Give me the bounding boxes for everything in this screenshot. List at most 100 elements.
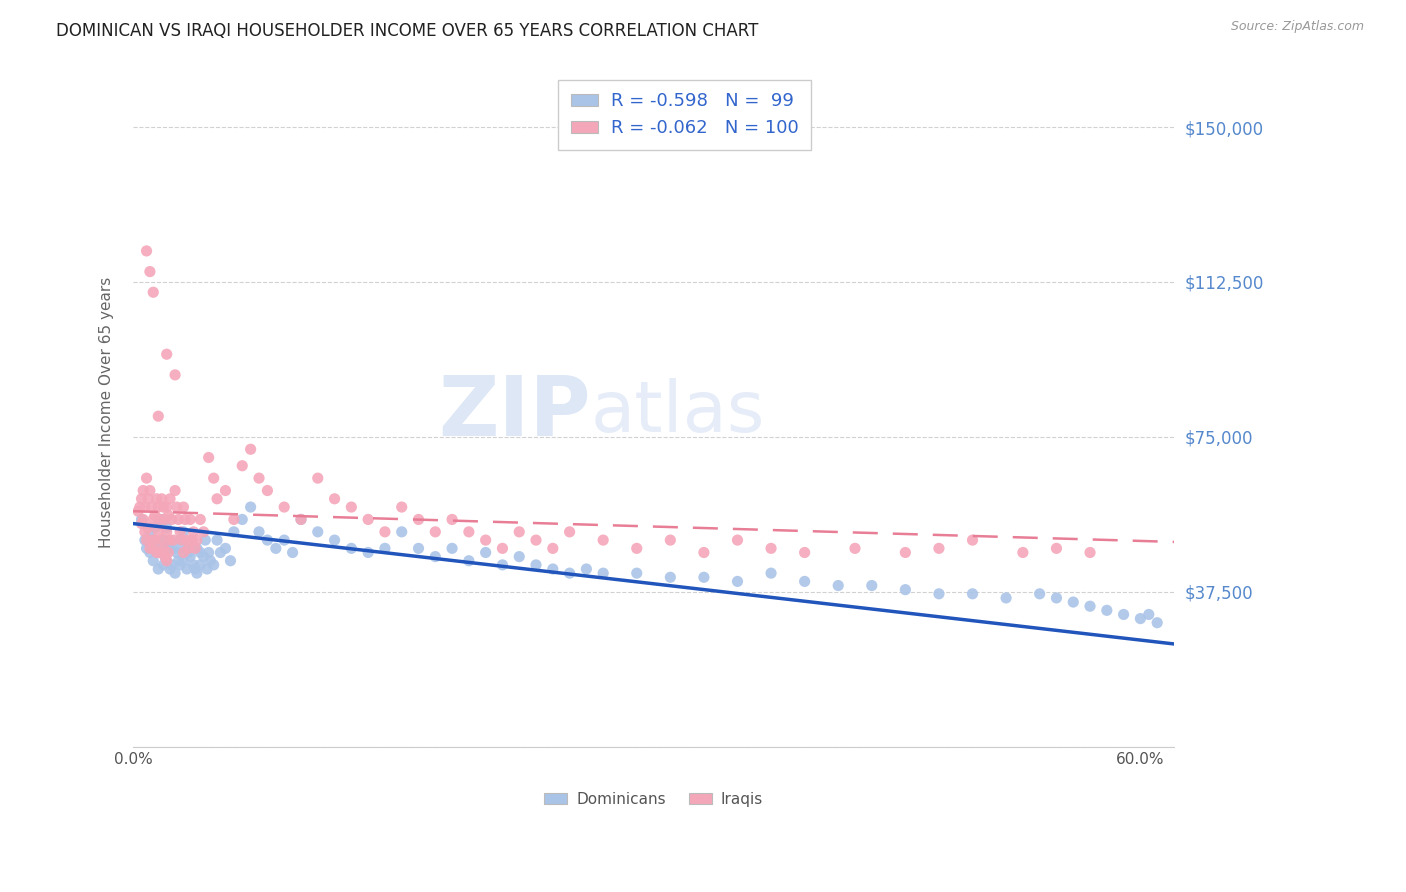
Point <box>1095 603 1118 617</box>
Point <box>239 500 262 514</box>
Point <box>143 521 166 535</box>
Point <box>174 541 197 556</box>
Point <box>1012 545 1035 559</box>
Point <box>273 500 295 514</box>
Point <box>179 512 201 526</box>
Point <box>256 483 278 498</box>
Point <box>222 512 245 526</box>
Point <box>188 512 211 526</box>
Point <box>247 524 270 539</box>
Point <box>626 541 648 556</box>
Point <box>156 347 179 361</box>
Point <box>659 570 682 584</box>
Point <box>157 537 180 551</box>
Point <box>139 545 162 559</box>
Point <box>135 471 157 485</box>
Point <box>136 521 159 535</box>
Point <box>962 533 984 547</box>
Point <box>195 562 218 576</box>
Point <box>793 574 815 589</box>
Point <box>995 591 1018 605</box>
Point <box>524 533 547 547</box>
Point <box>264 541 287 556</box>
Point <box>307 524 329 539</box>
Point <box>165 368 187 382</box>
Point <box>159 541 181 556</box>
Point <box>131 491 153 506</box>
Point <box>491 558 513 572</box>
Point <box>188 545 211 559</box>
Point <box>128 500 150 514</box>
Point <box>156 500 179 514</box>
Point <box>142 533 165 547</box>
Point <box>184 541 207 556</box>
Point <box>323 533 346 547</box>
Point <box>180 533 202 547</box>
Point <box>135 533 157 547</box>
Point <box>541 541 564 556</box>
Point <box>457 554 479 568</box>
Point <box>150 533 173 547</box>
Point <box>541 562 564 576</box>
Point <box>962 587 984 601</box>
Point <box>1146 615 1168 630</box>
Point <box>142 285 165 300</box>
Point <box>145 545 167 559</box>
Point <box>141 500 163 514</box>
Point <box>142 554 165 568</box>
Point <box>149 512 172 526</box>
Point <box>1045 541 1067 556</box>
Point <box>148 541 170 556</box>
Point <box>180 533 202 547</box>
Point <box>167 554 190 568</box>
Point <box>153 512 176 526</box>
Point <box>1045 591 1067 605</box>
Point <box>391 524 413 539</box>
Point <box>197 450 219 465</box>
Point <box>127 504 149 518</box>
Point <box>166 500 188 514</box>
Point <box>425 549 447 564</box>
Point <box>193 549 215 564</box>
Point <box>165 566 187 581</box>
Point <box>558 566 581 581</box>
Point <box>323 491 346 506</box>
Text: ZIP: ZIP <box>439 372 591 452</box>
Point <box>148 500 170 514</box>
Point <box>200 554 222 568</box>
Point <box>1129 611 1152 625</box>
Point <box>491 541 513 556</box>
Text: atlas: atlas <box>591 377 765 447</box>
Point <box>202 471 225 485</box>
Point <box>457 524 479 539</box>
Point <box>1137 607 1160 622</box>
Point <box>193 524 215 539</box>
Point <box>273 533 295 547</box>
Point <box>150 512 173 526</box>
Point <box>152 533 174 547</box>
Point <box>172 524 194 539</box>
Point <box>693 545 716 559</box>
Point <box>188 558 211 572</box>
Point <box>205 533 228 547</box>
Point <box>759 566 782 581</box>
Point <box>169 558 191 572</box>
Point <box>165 541 187 556</box>
Point <box>222 524 245 539</box>
Point <box>928 541 950 556</box>
Point <box>202 558 225 572</box>
Point <box>290 512 312 526</box>
Point <box>441 512 464 526</box>
Point <box>727 574 749 589</box>
Point <box>239 442 262 457</box>
Point <box>408 512 430 526</box>
Point <box>167 512 190 526</box>
Point <box>153 549 176 564</box>
Point <box>143 533 166 547</box>
Point <box>759 541 782 556</box>
Point <box>131 516 153 531</box>
Point <box>134 524 156 539</box>
Point <box>1078 545 1101 559</box>
Point <box>374 541 396 556</box>
Point <box>659 533 682 547</box>
